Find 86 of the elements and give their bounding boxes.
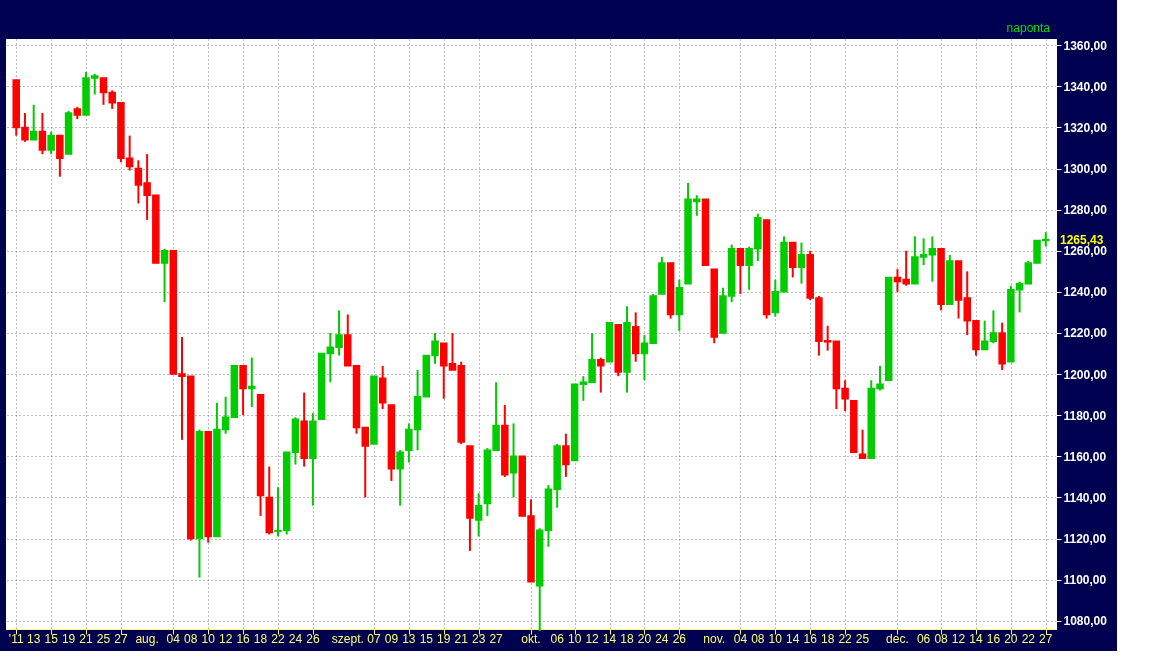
y-tick-label: 1240,00 — [1063, 285, 1108, 300]
x-tick-label: 21 — [454, 632, 469, 646]
candlestick — [562, 432, 570, 478]
x-tick-label: 22 — [271, 632, 285, 646]
x-tick-label: szept. — [331, 632, 364, 646]
text: 1265,43 — [1060, 232, 1104, 247]
x-tick-label: 16 — [986, 632, 1001, 646]
x-tick-label: 13 — [27, 632, 41, 646]
y-tick-label: 1260,00 — [1063, 244, 1108, 259]
x-tick-label: 09 — [384, 632, 399, 646]
candlestick — [248, 356, 256, 408]
x-tick-label: 21 — [79, 632, 94, 646]
x-tick-label: 26 — [306, 632, 320, 646]
x-tick-label: 27 — [489, 632, 504, 646]
x-tick-label: 14 — [969, 632, 983, 646]
y-tick-label: 1140,00 — [1063, 490, 1107, 505]
x-tick-label: 10 — [567, 632, 582, 646]
candlestick — [38, 112, 47, 156]
x-tick-label: 18 — [253, 632, 268, 646]
x-tick-label: 12 — [218, 632, 233, 646]
chart-subtitle: naponta — [1006, 21, 1051, 35]
x-tick-label: 18 — [620, 632, 634, 646]
x-tick-label: 20 — [1004, 632, 1018, 646]
y-tick-label: 1360,00 — [1063, 38, 1108, 53]
y-tick-label: 1300,00 — [1063, 162, 1108, 177]
y-tick-label: 1120,00 — [1063, 532, 1107, 547]
x-tick-label: 06 — [550, 632, 565, 646]
x-tick-label: aug. — [135, 632, 159, 646]
candlestick — [509, 422, 518, 499]
x-tick-label: 12 — [585, 632, 600, 646]
x-tick-label: 13 — [402, 632, 416, 646]
x-tick-label: 10 — [201, 632, 216, 646]
x-tick-label: 25 — [855, 632, 870, 646]
candlestick — [736, 247, 745, 295]
y-tick-label: 1080,00 — [1063, 614, 1108, 629]
y-tick-label: 1340,00 — [1063, 79, 1108, 94]
x-tick-label: 22 — [838, 632, 853, 646]
x-tick-label: 15 — [419, 632, 434, 646]
x-tick-label: 16 — [236, 632, 251, 646]
x-tick-label: 14 — [786, 632, 800, 646]
y-tick-label: 1180,00 — [1063, 408, 1107, 423]
candlestick — [239, 364, 247, 417]
candlestick — [160, 247, 169, 304]
x-tick-label: 18 — [820, 632, 835, 646]
x-tick-label: 08 — [934, 632, 949, 646]
candlestick — [989, 309, 998, 345]
x-tick-label: 16 — [803, 632, 818, 646]
x-tick-label: okt. — [521, 632, 541, 646]
y-tick-label: 1200,00 — [1063, 367, 1108, 382]
x-tick-label: 07 — [367, 632, 381, 646]
x-tick-label: nov. — [703, 632, 726, 646]
x-tick-label: 10 — [768, 632, 783, 646]
x-tick-label: 04 — [733, 632, 748, 646]
candlestick — [597, 356, 605, 394]
candlestick — [928, 235, 937, 283]
x-tick-label: 27 — [114, 632, 128, 646]
candlestick — [47, 130, 55, 156]
x-tick-label: 22 — [1021, 632, 1036, 646]
candlestick — [396, 449, 404, 507]
y-tick-label: 1280,00 — [1063, 203, 1108, 218]
x-tick-label: '11 — [8, 632, 24, 646]
x-tick-label: 23 — [471, 632, 486, 646]
x-tick-label: 08 — [751, 632, 765, 646]
candlestick — [980, 319, 989, 351]
y-tick-label: 1220,00 — [1063, 326, 1108, 341]
x-tick-label: 06 — [916, 632, 931, 646]
candlestick — [56, 134, 64, 178]
x-tick-label: 24 — [288, 632, 303, 646]
x-tick-label: 19 — [61, 632, 76, 646]
y-tick-label: 1160,00 — [1063, 449, 1107, 464]
x-tick-label: 25 — [96, 632, 111, 646]
y-tick-label: 1100,00 — [1063, 573, 1107, 588]
x-tick-label: 15 — [44, 632, 59, 646]
y-tick-label: 1320,00 — [1063, 120, 1108, 135]
x-tick-label: 19 — [437, 632, 451, 646]
x-tick-label: 24 — [655, 632, 669, 646]
x-tick-label: 12 — [951, 632, 966, 646]
x-tick-label: 04 — [166, 632, 181, 646]
candlestick — [797, 241, 806, 285]
candlestick — [474, 492, 483, 538]
x-tick-label: 14 — [602, 632, 617, 646]
x-tick-label: dec. — [886, 632, 909, 646]
x-tick-label: 08 — [184, 632, 198, 646]
x-tick-label: 26 — [672, 632, 687, 646]
x-tick-label: 20 — [637, 632, 652, 646]
x-tick-label: 27 — [1039, 632, 1053, 646]
